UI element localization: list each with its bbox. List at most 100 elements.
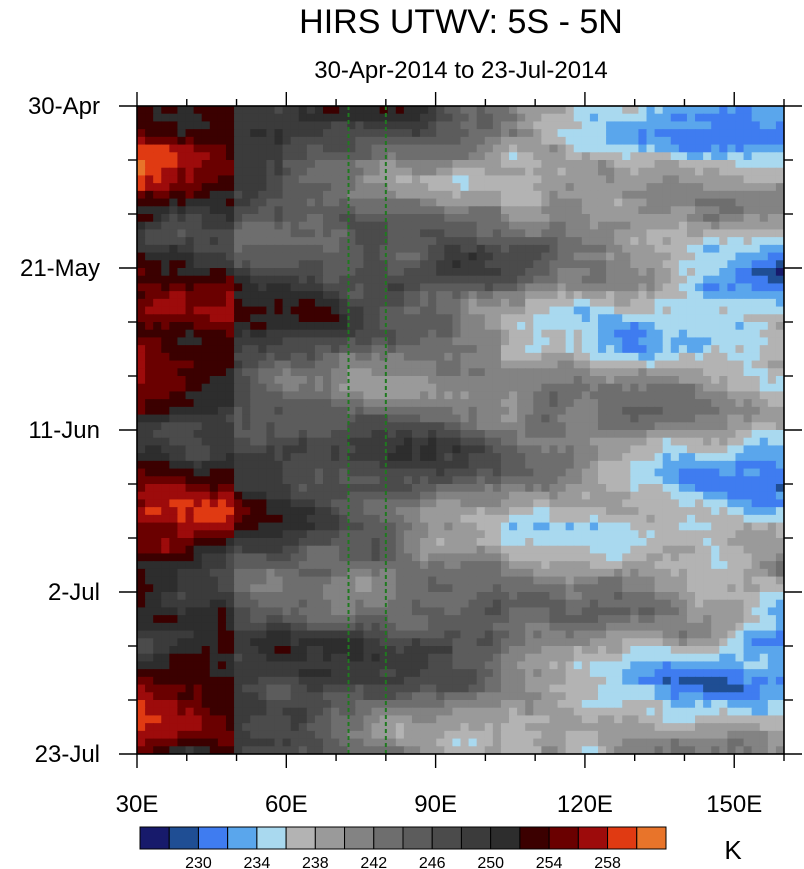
heatmap-cell: [751, 445, 761, 454]
heatmap-cell: [428, 507, 437, 516]
heatmap-cell: [444, 113, 454, 123]
heatmap-cell: [282, 275, 292, 285]
heatmap-cell: [331, 430, 340, 439]
heatmap-cell: [614, 167, 623, 177]
heatmap-cell: [767, 530, 777, 539]
heatmap-cell: [743, 445, 753, 454]
heatmap-cell: [428, 553, 437, 562]
heatmap-cell: [517, 561, 526, 570]
heatmap-cell: [622, 136, 631, 146]
heatmap-cell: [403, 514, 413, 524]
heatmap-cell: [217, 584, 227, 593]
heatmap-cell: [339, 584, 348, 593]
heatmap-cell: [743, 322, 753, 331]
heatmap-cell: [177, 445, 187, 454]
heatmap-cell: [411, 422, 421, 431]
heatmap-cell: [201, 152, 211, 161]
heatmap-cell: [646, 152, 656, 161]
heatmap-cell: [759, 314, 769, 323]
heatmap-cell: [606, 445, 615, 454]
heatmap-cell: [242, 437, 251, 447]
heatmap-cell: [767, 229, 777, 238]
heatmap-cell: [476, 329, 486, 339]
heatmap-cell: [379, 237, 389, 246]
heatmap-cell: [484, 275, 494, 285]
heatmap-cell: [234, 530, 243, 539]
heatmap-cell: [541, 545, 551, 555]
heatmap-cell: [517, 106, 526, 115]
heatmap-cell: [234, 422, 243, 431]
heatmap-cell: [509, 499, 518, 508]
heatmap-cell: [630, 198, 640, 207]
heatmap-cell: [217, 314, 227, 323]
heatmap-cell: [395, 484, 405, 493]
heatmap-cell: [290, 352, 300, 362]
heatmap-cell: [662, 368, 672, 377]
heatmap-cell: [589, 399, 599, 408]
heatmap-cell: [290, 221, 300, 231]
heatmap-cell: [298, 430, 308, 439]
heatmap-cell: [282, 291, 292, 300]
heatmap-cell: [719, 298, 728, 308]
heatmap-cell: [323, 329, 332, 339]
heatmap-cell: [581, 576, 591, 585]
heatmap-cell: [468, 260, 478, 269]
heatmap-cell: [751, 152, 761, 161]
heatmap-cell: [662, 383, 672, 393]
heatmap-cell: [581, 152, 591, 161]
heatmap-cell: [411, 406, 421, 416]
heatmap-cell: [541, 499, 551, 508]
heatmap-cell: [242, 514, 251, 524]
heatmap-cell: [476, 106, 486, 115]
heatmap-cell: [735, 298, 745, 308]
heatmap-cell: [355, 237, 365, 246]
heatmap-cell: [266, 576, 276, 585]
heatmap-cell: [573, 468, 583, 477]
heatmap-cell: [727, 221, 737, 231]
heatmap-cell: [517, 383, 526, 393]
heatmap-cell: [169, 530, 179, 539]
heatmap-cell: [201, 422, 211, 431]
heatmap-cell: [525, 221, 534, 231]
heatmap-cell: [145, 453, 154, 462]
heatmap-cell: [234, 314, 243, 323]
heatmap-cell: [541, 453, 551, 462]
heatmap-cell: [597, 113, 607, 123]
heatmap-cell: [573, 260, 583, 269]
heatmap-cell: [614, 206, 623, 215]
heatmap-cell: [266, 468, 276, 477]
heatmap-cell: [646, 237, 656, 246]
heatmap-cell: [234, 499, 243, 508]
heatmap-cell: [250, 337, 259, 346]
heatmap-cell: [209, 221, 219, 231]
heatmap-cell: [331, 422, 340, 431]
heatmap-cell: [775, 476, 784, 485]
heatmap-cell: [646, 275, 656, 285]
heatmap-cell: [444, 553, 454, 562]
heatmap-cell: [177, 160, 187, 169]
heatmap-cell: [686, 144, 696, 153]
heatmap-cell: [646, 553, 656, 562]
heatmap-cell: [525, 383, 534, 393]
heatmap-cell: [630, 190, 640, 200]
heatmap-cell: [727, 283, 737, 292]
heatmap-cell: [209, 530, 219, 539]
heatmap-cell: [614, 522, 623, 531]
heatmap-cell: [606, 314, 615, 323]
heatmap-cell: [581, 206, 591, 215]
heatmap-cell: [201, 414, 211, 423]
heatmap-cell: [468, 383, 478, 393]
heatmap-cell: [743, 430, 753, 439]
heatmap-cell: [711, 106, 720, 115]
heatmap-cell: [517, 136, 526, 146]
heatmap-cell: [266, 399, 276, 408]
heatmap-cell: [379, 414, 389, 423]
heatmap-cell: [606, 514, 615, 524]
heatmap-cell: [549, 198, 559, 207]
heatmap-cell: [331, 229, 340, 238]
heatmap-cell: [638, 214, 648, 223]
heatmap-cell: [533, 283, 542, 292]
heatmap-cell: [371, 491, 381, 501]
heatmap-cell: [670, 152, 680, 161]
heatmap-cell: [379, 329, 389, 339]
